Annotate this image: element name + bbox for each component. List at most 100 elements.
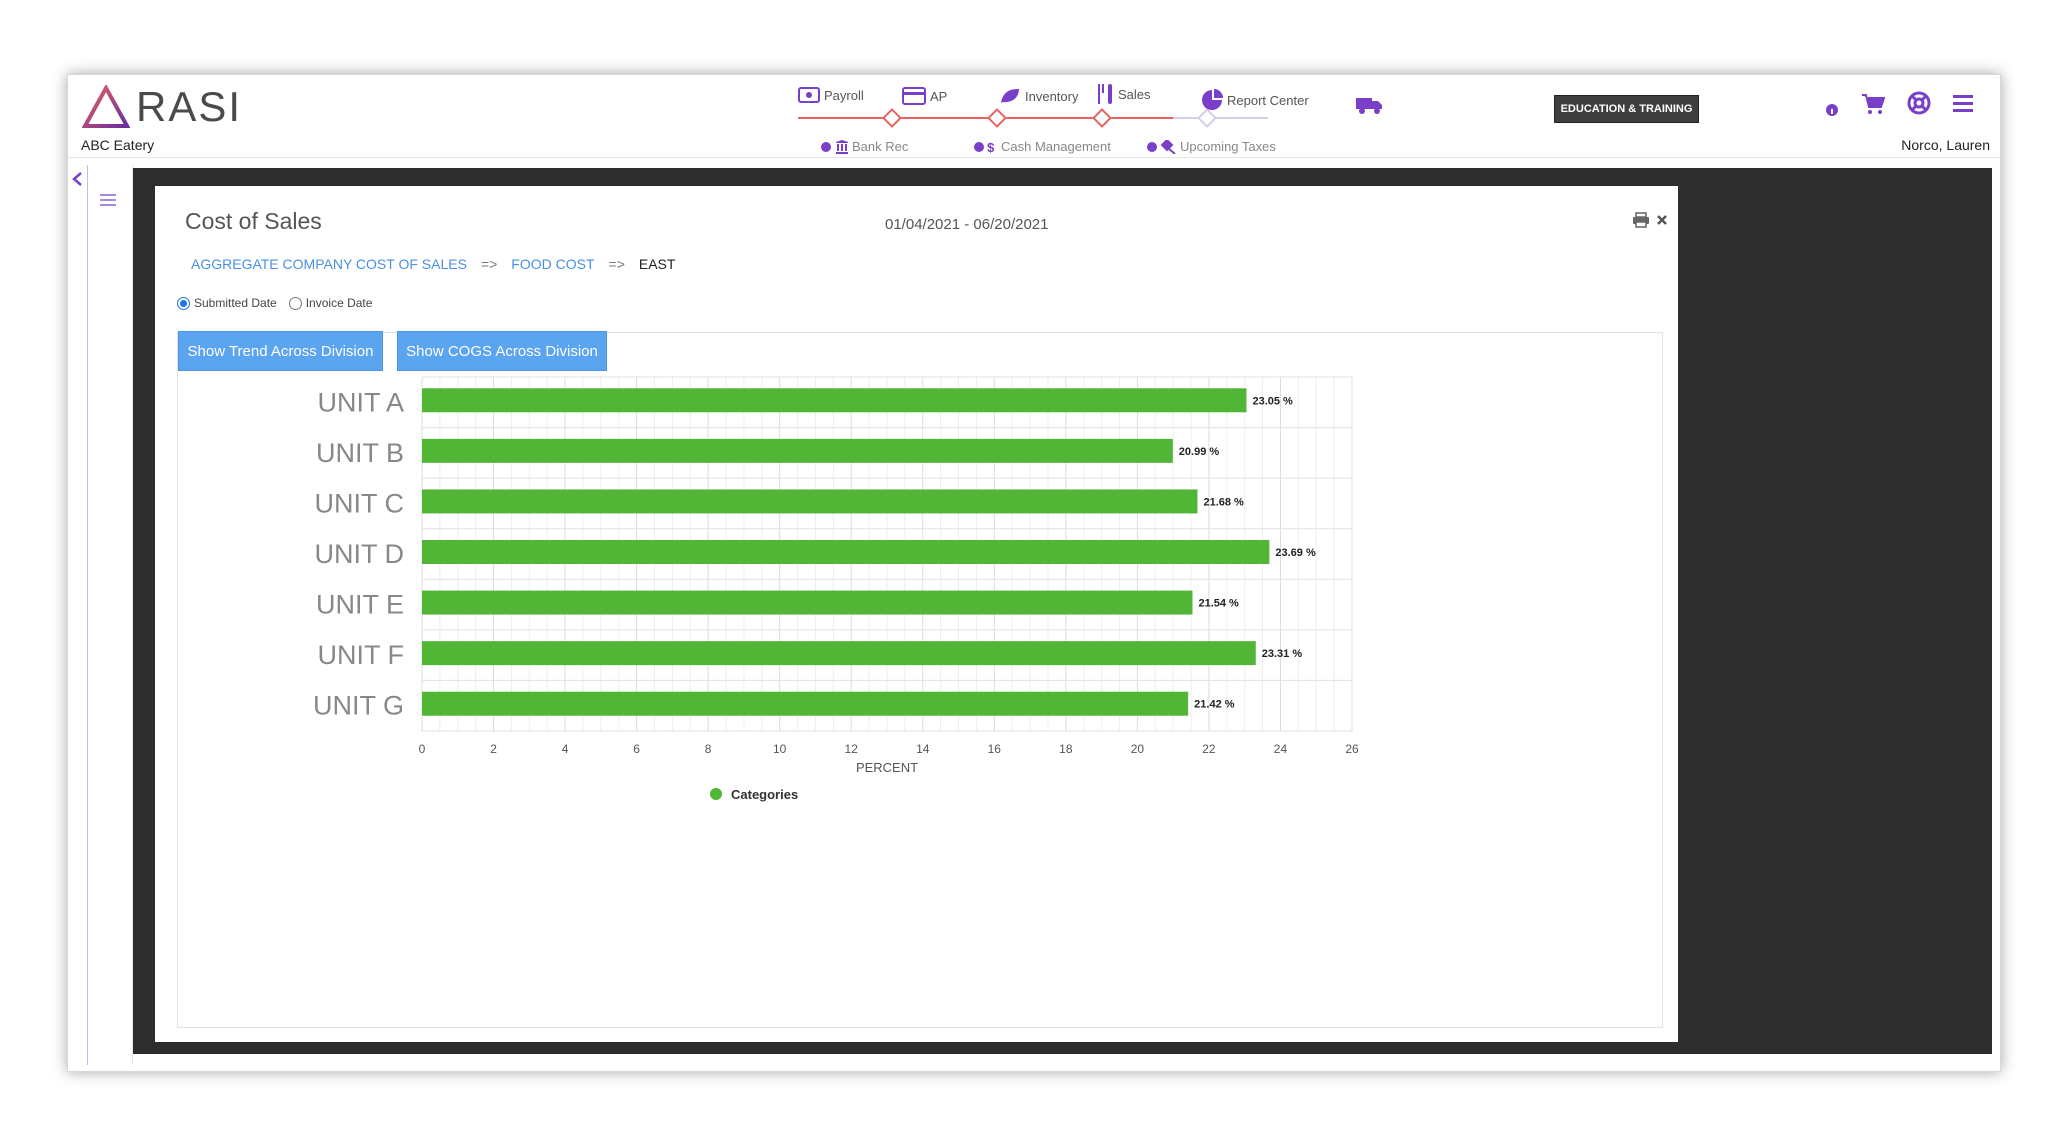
category-label: UNIT F — [318, 640, 405, 670]
cost-of-sales-modal: Cost of Sales 01/04/2021 - 06/20/2021 AG… — [155, 186, 1678, 1042]
data-label: 23.69 % — [1275, 547, 1316, 559]
subnav-upcoming-taxes[interactable]: Upcoming Taxes — [1146, 139, 1276, 154]
rasi-logo[interactable]: RASI — [82, 83, 243, 130]
x-tick-label: 26 — [1345, 742, 1359, 756]
pie-chart-icon — [1202, 89, 1223, 110]
radio-button[interactable] — [288, 296, 302, 310]
category-label: UNIT D — [314, 539, 404, 569]
radio-button-selected[interactable] — [177, 296, 190, 310]
svg-text:$: $ — [987, 140, 995, 154]
nav-label: Sales — [1118, 86, 1151, 102]
payroll-icon — [798, 87, 820, 103]
nav-label: Report Center — [1227, 92, 1309, 108]
x-tick-label: 20 — [1131, 742, 1145, 756]
data-label: 21.68 % — [1203, 496, 1244, 508]
utensils-icon — [1098, 84, 1112, 104]
timeline-line-active — [798, 117, 1173, 119]
bar — [422, 641, 1256, 666]
breadcrumb-food-cost[interactable]: FOOD COST — [511, 256, 595, 272]
nav-label: Payroll — [824, 87, 864, 103]
nav-label: Inventory — [1025, 88, 1079, 104]
cart-icon[interactable] — [1861, 93, 1885, 115]
nav-sales[interactable]: Sales — [1096, 83, 1151, 105]
bar-chart: UNIT A 23.05 % UNIT B 20.99 % UNIT C 21.68 % U… — [313, 376, 1359, 802]
subnav-label: Cash Management — [1001, 139, 1111, 154]
subnav-bank-rec[interactable]: Bank Rec — [820, 139, 908, 154]
delivery-button[interactable] — [1355, 95, 1383, 115]
print-icon[interactable] — [1632, 212, 1650, 228]
radio-submitted-date[interactable]: Submitted Date — [177, 296, 277, 310]
subnav-label: Bank Rec — [852, 139, 909, 154]
category-label: UNIT G — [313, 691, 404, 721]
breadcrumb-aggregate[interactable]: AGGREGATE COMPANY COST OF SALES — [191, 256, 467, 272]
x-tick-label: 22 — [1202, 742, 1216, 756]
category-label: UNIT E — [316, 590, 404, 620]
leaf-icon — [1001, 89, 1019, 103]
timeline-marker — [1092, 108, 1112, 128]
breadcrumb-separator: => — [608, 256, 625, 272]
show-cogs-button[interactable]: Show COGS Across Division — [397, 331, 607, 371]
breadcrumb-current: EAST — [638, 256, 676, 272]
modal-actions — [1632, 212, 1668, 228]
radio-label: Invoice Date — [305, 296, 373, 310]
breadcrumb: AGGREGATE COMPANY COST OF SALES => FOOD … — [191, 256, 675, 272]
bar — [422, 590, 1193, 615]
show-trend-button[interactable]: Show Trend Across Division — [178, 331, 383, 371]
chart-panel: Show Trend Across Division Show COGS Acr… — [177, 331, 1663, 1028]
dollar-icon: $ — [974, 140, 995, 154]
nav-payroll[interactable]: Payroll — [798, 87, 864, 103]
subnav-label: Upcoming Taxes — [1180, 139, 1276, 154]
chevron-left-icon[interactable] — [71, 171, 83, 187]
legend-label: Categories — [731, 787, 798, 802]
breadcrumb-separator: => — [480, 256, 498, 272]
education-training-button[interactable]: EDUCATION & TRAINING — [1554, 95, 1699, 123]
sidebar — [88, 165, 133, 1065]
data-label: 23.31 % — [1262, 648, 1303, 660]
radio-invoice-date[interactable]: Invoice Date — [288, 296, 373, 310]
legend-marker — [710, 788, 722, 800]
x-tick-label: 2 — [490, 742, 497, 756]
bar — [422, 438, 1173, 463]
radio-label: Submitted Date — [194, 296, 277, 310]
x-tick-label: 8 — [705, 742, 712, 756]
x-tick-label: 6 — [633, 742, 640, 756]
logo-text: RASI — [136, 83, 243, 130]
hamburger-menu-icon[interactable] — [1952, 93, 1974, 113]
x-axis-title: PERCENT — [856, 760, 918, 775]
data-label: 21.42 % — [1194, 699, 1235, 711]
subnav-cash-management[interactable]: $ Cash Management — [973, 139, 1111, 154]
timeline-marker — [987, 108, 1007, 128]
nav-label: AP — [930, 88, 948, 104]
company-name: ABC Eatery — [81, 137, 155, 153]
data-label: 23.05 % — [1252, 395, 1293, 407]
timeline-line-inactive — [1173, 117, 1268, 119]
x-tick-label: 24 — [1274, 742, 1288, 756]
data-label: 20.99 % — [1179, 446, 1220, 458]
date-range: 01/04/2021 - 06/20/2021 — [885, 216, 1049, 233]
bar — [422, 540, 1270, 564]
x-tick-label: 4 — [562, 742, 569, 756]
bar — [422, 388, 1247, 413]
nav-ap[interactable]: AP — [902, 87, 947, 105]
sidebar-menu-icon[interactable] — [99, 193, 117, 207]
user-name[interactable]: Norco, Lauren — [1901, 137, 1990, 153]
x-tick-label: 12 — [845, 742, 859, 756]
nav-inventory[interactable]: Inventory — [999, 87, 1078, 105]
timeline-marker — [1197, 108, 1217, 128]
close-icon[interactable] — [1656, 214, 1668, 226]
info-icon[interactable] — [1825, 103, 1839, 117]
timeline-marker — [882, 108, 902, 128]
category-label: UNIT C — [314, 488, 404, 518]
nav-report-center[interactable]: Report Center — [1201, 89, 1309, 111]
x-tick-label: 18 — [1059, 742, 1073, 756]
modal-title: Cost of Sales — [185, 208, 322, 234]
header-divider — [68, 157, 2000, 158]
category-label: UNIT A — [317, 387, 404, 417]
category-label: UNIT B — [316, 438, 404, 468]
credit-card-icon — [902, 87, 926, 105]
truck-icon — [1356, 98, 1382, 114]
x-tick-label: 0 — [419, 742, 426, 756]
lifebuoy-icon[interactable] — [1907, 91, 1931, 115]
rasi-logo-icon — [82, 85, 130, 128]
x-tick-label: 16 — [988, 742, 1002, 756]
